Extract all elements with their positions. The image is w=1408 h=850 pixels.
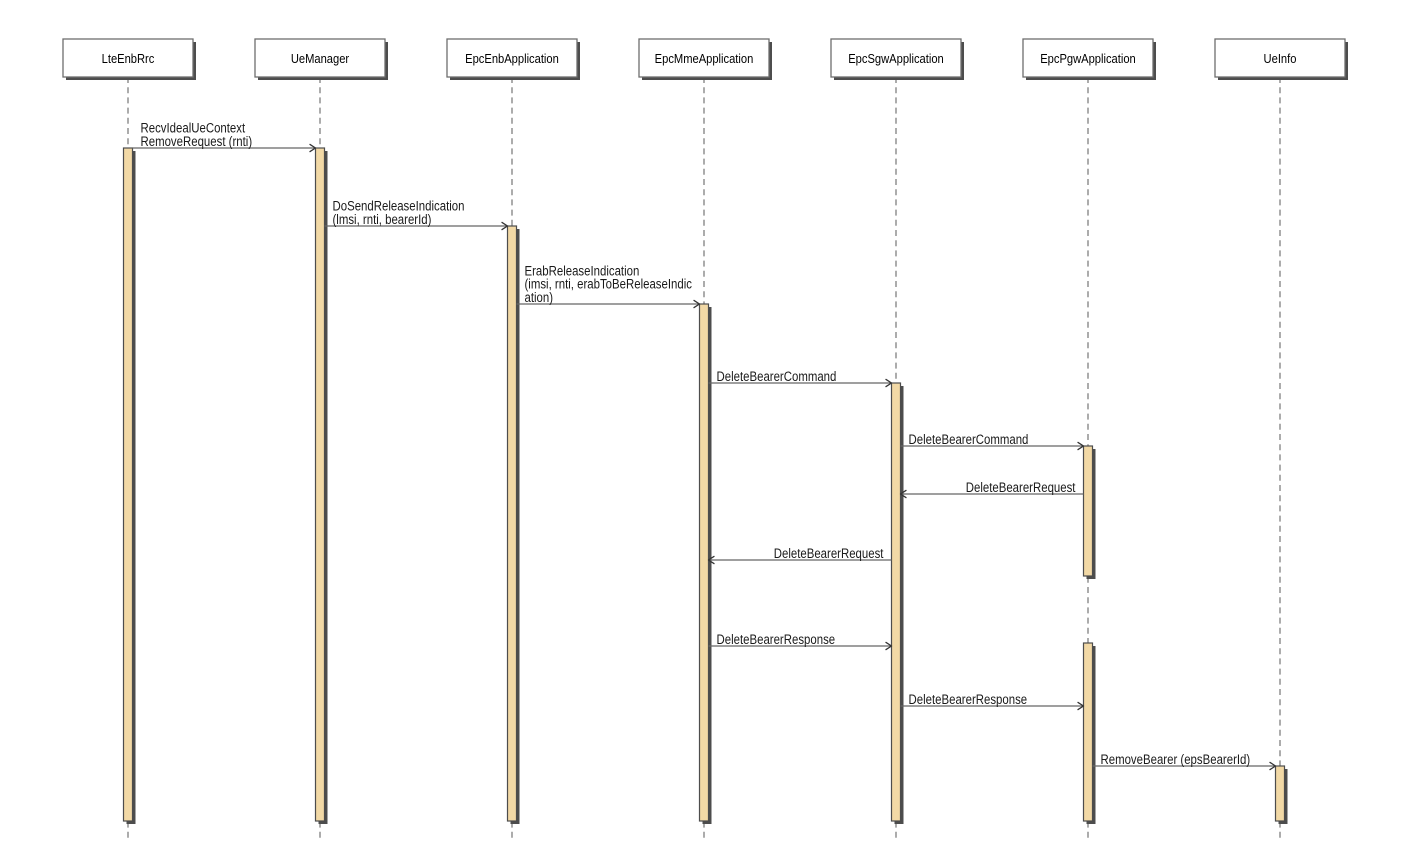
svg-text:DeleteBearerResponse: DeleteBearerResponse [716, 632, 835, 647]
svg-text:DeleteBearerRequest: DeleteBearerRequest [966, 480, 1076, 495]
svg-text:EpcEnbApplication: EpcEnbApplication [465, 51, 559, 66]
svg-text:EpcSgwApplication: EpcSgwApplication [848, 51, 944, 66]
svg-text:UeManager: UeManager [291, 51, 349, 66]
svg-text:EpcPgwApplication: EpcPgwApplication [1040, 51, 1136, 66]
svg-text:LteEnbRrc: LteEnbRrc [102, 51, 155, 66]
svg-text:DeleteBearerResponse: DeleteBearerResponse [908, 692, 1027, 707]
svg-text:RemoveBearer (epsBearerId): RemoveBearer (epsBearerId) [1101, 752, 1251, 767]
svg-text:DeleteBearerCommand: DeleteBearerCommand [716, 369, 836, 384]
svg-text:EpcMmeApplication: EpcMmeApplication [655, 51, 754, 66]
svg-text:(lmsi, rnti, bearerId): (lmsi, rnti, bearerId) [332, 212, 431, 227]
svg-text:DeleteBearerCommand: DeleteBearerCommand [908, 432, 1028, 447]
svg-text:ation): ation) [525, 290, 554, 305]
svg-text:RemoveRequest (rnti): RemoveRequest (rnti) [141, 134, 253, 149]
svg-text:UeInfo: UeInfo [1264, 51, 1297, 66]
svg-text:DeleteBearerRequest: DeleteBearerRequest [774, 546, 884, 561]
